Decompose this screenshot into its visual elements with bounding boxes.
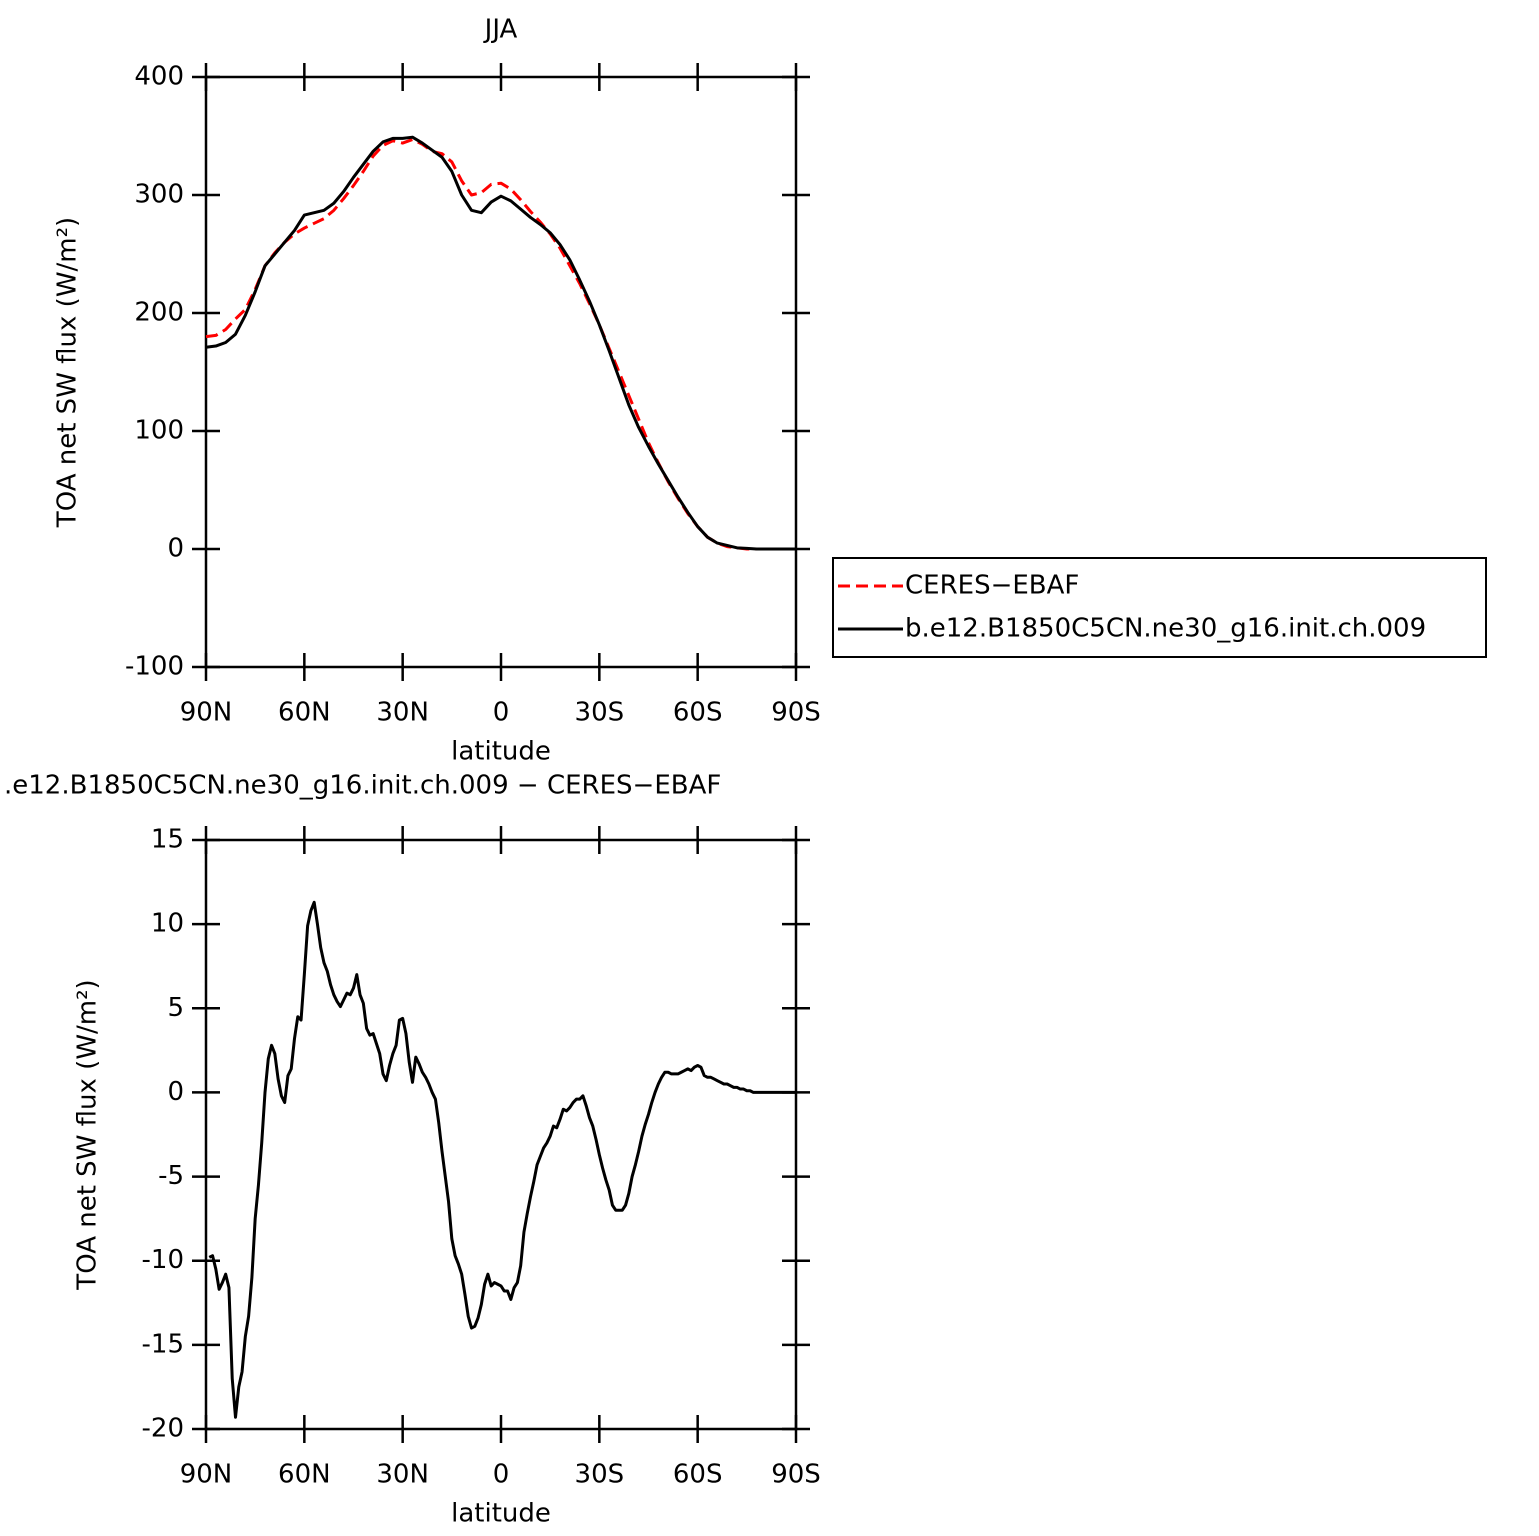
data-line xyxy=(205,138,796,551)
plot-frame xyxy=(204,838,798,1431)
x-tick-label: 0 xyxy=(493,1460,510,1490)
x-tick-label: 90N xyxy=(180,698,233,728)
y-axis-label: TOA net SW flux (W/m²) xyxy=(53,217,83,528)
legend-label: b.e12.B1850C5CN.ne30_g16.init.ch.009 xyxy=(905,614,1426,644)
x-tick-label: 90N xyxy=(180,1460,233,1490)
x-axis-label: latitude xyxy=(451,1499,551,1529)
x-tick-label: 90S xyxy=(771,1460,821,1490)
data-line xyxy=(205,135,796,551)
legend-box xyxy=(832,557,1487,658)
y-tick-label: 100 xyxy=(134,416,184,446)
x-tick-label: 0 xyxy=(493,698,510,728)
x-tick-label: 30N xyxy=(376,698,429,728)
chart-title: .e12.B1850C5CN.ne30_g16.init.ch.009 − CE… xyxy=(4,771,721,801)
x-tick-label: 60N xyxy=(278,698,331,728)
y-tick-label: -100 xyxy=(125,652,184,682)
y-tick-label: -10 xyxy=(142,1245,184,1275)
x-tick-label: 60N xyxy=(278,1460,331,1490)
x-tick-label: 30N xyxy=(376,1460,429,1490)
y-tick-label: 5 xyxy=(167,993,184,1023)
y-tick-label: -20 xyxy=(142,1414,184,1444)
legend-label: CERES−EBAF xyxy=(905,571,1079,601)
x-tick-label: 30S xyxy=(575,1460,625,1490)
x-tick-label: 90S xyxy=(771,698,821,728)
y-axis-label: TOA net SW flux (W/m²) xyxy=(73,979,103,1290)
y-tick-label: 15 xyxy=(151,825,184,855)
plot-frame xyxy=(204,75,798,669)
y-tick-label: 0 xyxy=(167,1077,184,1107)
x-tick-label: 60S xyxy=(673,1460,723,1490)
y-tick-label: 300 xyxy=(134,180,184,210)
x-tick-label: 60S xyxy=(673,698,723,728)
y-tick-label: 0 xyxy=(167,534,184,564)
y-tick-label: -5 xyxy=(158,1161,184,1191)
y-tick-label: 400 xyxy=(134,62,184,92)
y-tick-label: -15 xyxy=(142,1329,184,1359)
data-line xyxy=(208,900,796,1419)
y-tick-label: 10 xyxy=(151,909,184,939)
x-tick-label: 30S xyxy=(575,698,625,728)
y-tick-label: 200 xyxy=(134,298,184,328)
x-axis-label: latitude xyxy=(451,737,551,767)
chart-title: JJA xyxy=(483,15,518,45)
